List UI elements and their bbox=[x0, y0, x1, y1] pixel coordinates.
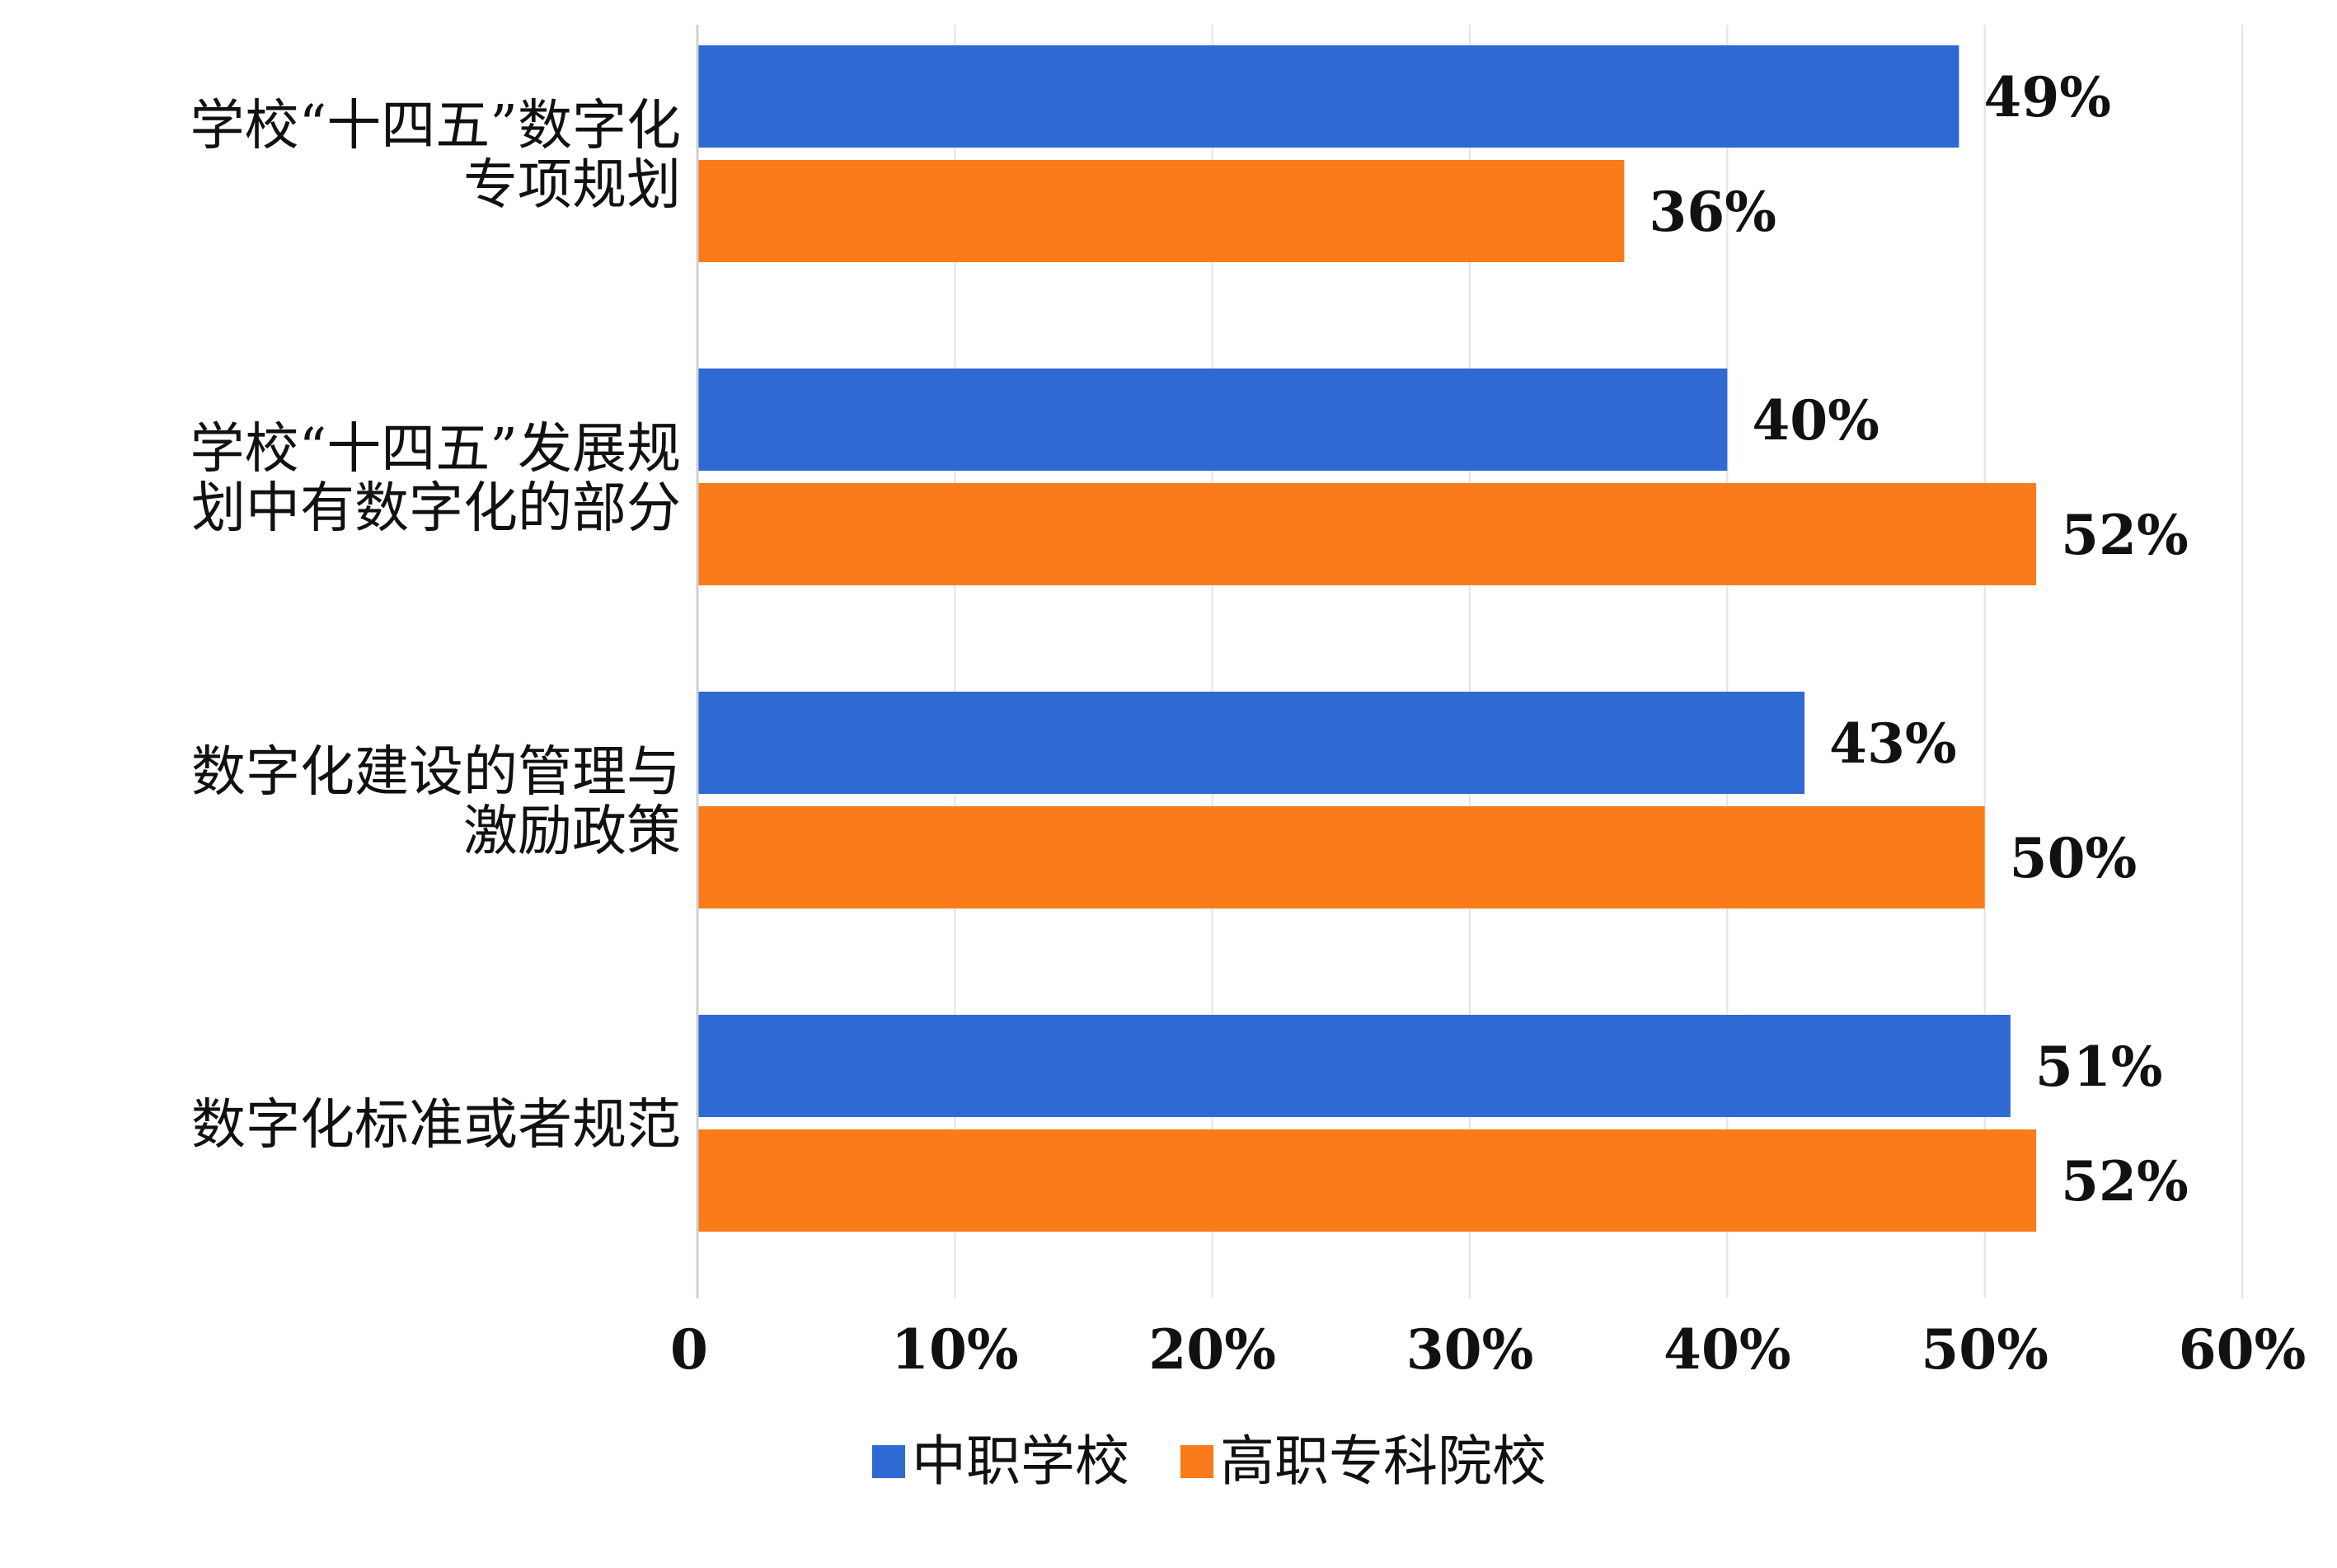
x-tick-label: 40% bbox=[1664, 1317, 1791, 1382]
legend-swatch bbox=[1180, 1445, 1213, 1478]
data-label: 36% bbox=[1649, 180, 1776, 244]
x-tick-label: 10% bbox=[891, 1317, 1019, 1382]
category-label: 专项规划 bbox=[463, 153, 681, 217]
x-tick-label: 30% bbox=[1406, 1317, 1534, 1382]
data-label: 49% bbox=[1983, 65, 2111, 129]
x-tick-label: 50% bbox=[1921, 1317, 2048, 1382]
x-tick-label: 20% bbox=[1148, 1317, 1276, 1382]
category-label: 激励政策 bbox=[463, 800, 681, 863]
data-label: 51% bbox=[2035, 1035, 2163, 1099]
data-label: 52% bbox=[2061, 1149, 2189, 1214]
x-tick-label: 0 bbox=[670, 1317, 708, 1382]
data-label: 50% bbox=[2010, 826, 2138, 890]
legend-swatch bbox=[872, 1445, 905, 1478]
category-label: 学校“十四五”数字化 bbox=[190, 94, 681, 157]
legend-label: 中职学校 bbox=[912, 1430, 1129, 1493]
category-label: 划中有数字化的部分 bbox=[191, 477, 681, 540]
axes: 0 10% 20% 30% 40% 50% 60% bbox=[670, 25, 2306, 1382]
bar-higher-vocational bbox=[697, 160, 1625, 262]
data-label: 43% bbox=[1829, 711, 1957, 776]
bar-higher-vocational bbox=[697, 806, 1985, 908]
data-label: 52% bbox=[2061, 503, 2189, 567]
bar-higher-vocational bbox=[697, 483, 2037, 585]
bar-secondary-vocational bbox=[697, 692, 1805, 794]
data-label: 40% bbox=[1752, 388, 1879, 453]
x-tick-label: 60% bbox=[2179, 1317, 2306, 1382]
bar-secondary-vocational bbox=[697, 1015, 2011, 1117]
category-label: 数字化标准或者规范 bbox=[191, 1093, 681, 1157]
category-label: 数字化建设的管理与 bbox=[191, 740, 681, 804]
legend: 中职学校 高职专科院校 bbox=[872, 1430, 1546, 1493]
bar-secondary-vocational bbox=[697, 45, 1959, 148]
bar-secondary-vocational bbox=[697, 369, 1728, 471]
bars bbox=[697, 45, 2037, 1232]
legend-label: 高职专科院校 bbox=[1220, 1430, 1546, 1493]
category-label: 学校“十四五”发展规 bbox=[190, 417, 681, 481]
bar-higher-vocational bbox=[697, 1129, 2037, 1232]
